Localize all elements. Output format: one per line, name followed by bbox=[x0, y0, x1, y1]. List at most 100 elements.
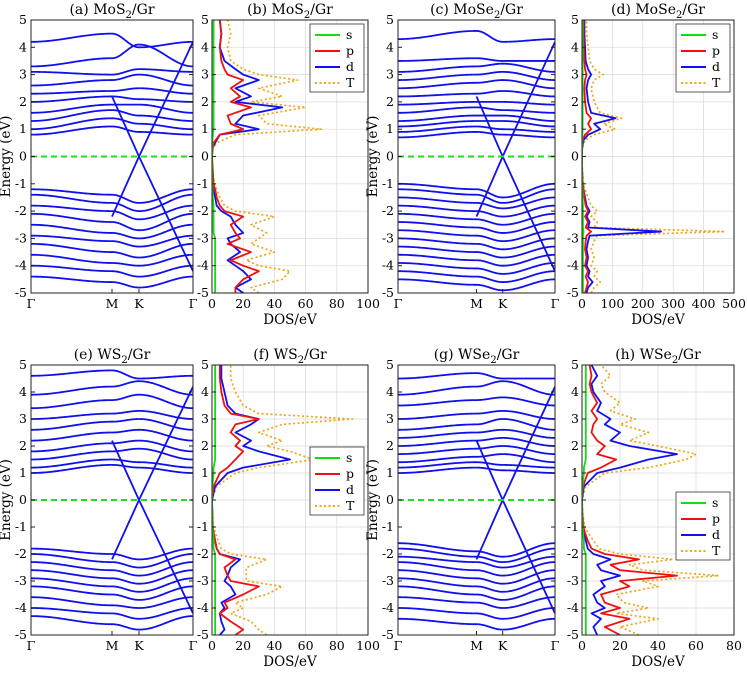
y-tick-label: 1 bbox=[201, 121, 209, 136]
valence-band-3 bbox=[398, 204, 555, 218]
valence-band-6 bbox=[398, 229, 555, 243]
valence-band-3 bbox=[398, 561, 555, 577]
valence-band-0 bbox=[398, 542, 555, 558]
legend-label-p: p bbox=[712, 43, 720, 58]
x-tick-label: 500 bbox=[722, 296, 746, 311]
y-tick-label: 5 bbox=[19, 357, 27, 372]
y-tick-label: 3 bbox=[571, 67, 579, 82]
conduction-band-2 bbox=[398, 120, 555, 128]
legend-label-d: d bbox=[712, 59, 720, 74]
conduction-band-0 bbox=[31, 125, 193, 136]
valence-band-6 bbox=[398, 585, 555, 601]
x-tick-label: 0 bbox=[578, 638, 586, 653]
y-tick-label: 5 bbox=[571, 12, 579, 27]
conduction-band-7 bbox=[31, 393, 193, 410]
legend-label-d: d bbox=[712, 527, 720, 542]
band-lines bbox=[398, 372, 555, 631]
x-tick-label: 60 bbox=[298, 296, 314, 311]
x-axis-label: DOS/eV bbox=[263, 312, 317, 328]
x-tick-label: 100 bbox=[356, 296, 380, 311]
k-point-label: Γ bbox=[27, 296, 36, 311]
conduction-band-5 bbox=[398, 428, 555, 439]
conduction-band-0 bbox=[398, 131, 555, 139]
valence-band-0 bbox=[31, 547, 193, 561]
valence-band-5 bbox=[398, 221, 555, 234]
y-tick-label: -5 bbox=[382, 285, 394, 300]
y-tick-label: 0 bbox=[386, 492, 394, 507]
panel-title: (d) MoSe2/Gr bbox=[611, 2, 705, 21]
conduction-band-1 bbox=[31, 458, 193, 469]
y-tick-label: -4 bbox=[382, 258, 394, 273]
x-tick-label: 80 bbox=[329, 296, 345, 311]
k-point-label: M bbox=[106, 638, 119, 653]
conduction-band-2 bbox=[398, 453, 555, 464]
valence-band-4 bbox=[398, 212, 555, 226]
y-tick-label: -2 bbox=[382, 203, 394, 218]
y-tick-label: -3 bbox=[197, 573, 209, 588]
x-tick-label: 0 bbox=[208, 638, 216, 653]
k-point-label: Γ bbox=[27, 638, 36, 653]
y-tick-label: 3 bbox=[201, 67, 209, 82]
conduction-band-5 bbox=[31, 87, 193, 95]
legend-label-d: d bbox=[346, 482, 354, 497]
conduction-band-2 bbox=[31, 109, 193, 122]
band-structure-panel-g: -5 -4 -3 -2 -1 0 1 2 3 4 5 Γ M K Γ Energy (eV) (g) WSe2/… bbox=[365, 347, 560, 653]
x-tick-label: 60 bbox=[298, 638, 314, 653]
y-tick-label: 2 bbox=[386, 94, 394, 109]
y-tick-label: -1 bbox=[567, 176, 579, 191]
k-point-label: K bbox=[498, 638, 508, 653]
valence-band-2 bbox=[398, 196, 555, 210]
y-tick-label: 4 bbox=[19, 384, 27, 399]
k-point-label: Γ bbox=[551, 638, 560, 653]
y-axis-label: Energy (eV) bbox=[0, 116, 14, 198]
y-tick-label: -2 bbox=[197, 203, 209, 218]
y-tick-label: 2 bbox=[386, 438, 394, 453]
y-tick-label: -1 bbox=[197, 176, 209, 191]
y-tick-label: 3 bbox=[19, 411, 27, 426]
valence-band-1 bbox=[31, 193, 193, 212]
y-tick-label: 0 bbox=[386, 149, 394, 164]
y-tick-label: -2 bbox=[197, 546, 209, 561]
y-tick-label: 3 bbox=[201, 411, 209, 426]
conduction-band-3 bbox=[398, 445, 555, 455]
valence-band-5 bbox=[31, 585, 193, 601]
conduction-band-4 bbox=[398, 106, 555, 114]
panel-title: (h) WSe2/Gr bbox=[615, 347, 701, 366]
band-lines bbox=[398, 30, 555, 292]
valence-band-9 bbox=[398, 617, 555, 631]
valence-band-7 bbox=[31, 253, 193, 267]
y-tick-label: -1 bbox=[15, 176, 27, 191]
y-tick-label: 5 bbox=[571, 357, 579, 372]
dos-panel-d: 0 100 200 300 400 500 -5 -4 -3 -2 -1 0 1 2 3 4 5 DOS/eV sp… bbox=[567, 2, 746, 328]
valence-band-2 bbox=[31, 561, 193, 577]
y-tick-label: -3 bbox=[567, 573, 579, 588]
conduction-band-7 bbox=[398, 410, 555, 420]
valence-band-10 bbox=[398, 262, 555, 275]
band-structure-panel-c: -5 -4 -3 -2 -1 0 1 2 3 4 5 Γ M K Γ Energy (eV) (c) MoSe2… bbox=[365, 2, 560, 311]
valence-band-4 bbox=[31, 577, 193, 593]
panel-title: (e) WS2/Gr bbox=[74, 347, 151, 366]
x-tick-label: 80 bbox=[726, 638, 742, 653]
y-tick-label: 0 bbox=[201, 149, 209, 164]
y-tick-label: 1 bbox=[386, 465, 394, 480]
y-tick-label: 2 bbox=[201, 94, 209, 109]
conduction-band-10 bbox=[398, 57, 555, 62]
y-tick-label: 5 bbox=[201, 357, 209, 372]
y-tick-label: 4 bbox=[19, 39, 27, 54]
legend-label-T: T bbox=[712, 75, 721, 90]
y-tick-label: 2 bbox=[201, 438, 209, 453]
legend-label-p: p bbox=[346, 466, 354, 481]
y-tick-label: 1 bbox=[201, 465, 209, 480]
valence-band-6 bbox=[31, 596, 193, 609]
y-tick-label: -4 bbox=[197, 258, 209, 273]
y-tick-label: -2 bbox=[382, 546, 394, 561]
dirac-band-2 bbox=[111, 386, 193, 560]
legend-label-d: d bbox=[346, 59, 354, 74]
y-tick-label: 1 bbox=[571, 121, 579, 136]
y-tick-label: 0 bbox=[201, 492, 209, 507]
y-tick-label: 2 bbox=[19, 94, 27, 109]
